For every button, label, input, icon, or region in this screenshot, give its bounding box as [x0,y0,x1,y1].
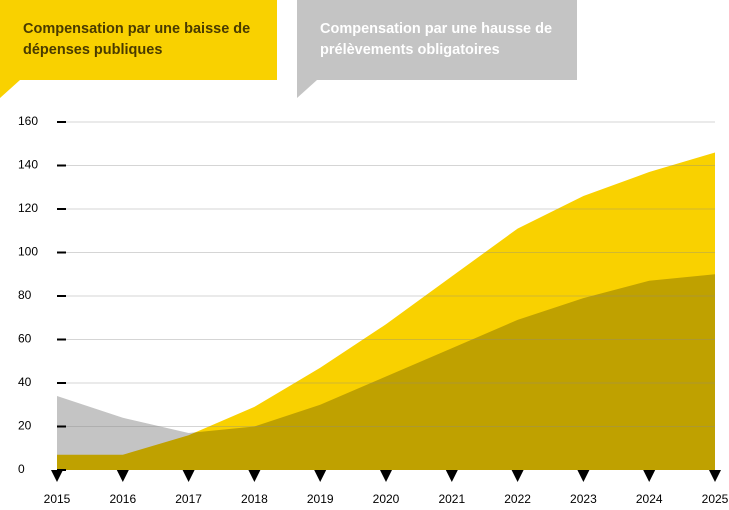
x-tick-label: 2021 [438,492,465,505]
y-tick-label: 160 [18,114,38,128]
x-tick [182,470,195,482]
legend-box [297,0,577,98]
y-tick-label: 100 [18,245,38,259]
x-tick-label: 2022 [504,492,531,505]
y-tick-label: 60 [18,332,32,346]
legend-label: Compensation par une hausse de prélèvemen… [320,21,552,58]
x-tick [380,470,392,482]
x-tick-label: 2018 [241,492,268,505]
y-tick-label: 0 [18,462,25,476]
x-tick [511,470,524,482]
x-tick [445,470,458,482]
legend-line: prélèvements obligatoires [320,42,500,58]
y-tick-label: 120 [18,201,38,215]
y-tick-label: 80 [18,288,32,302]
x-tick-label: 2019 [307,492,334,505]
x-tick-label: 2015 [44,492,71,505]
legend-box [0,0,277,98]
x-tick-label: 2024 [636,492,663,505]
y-tick-label: 140 [18,158,38,172]
x-tick [314,470,327,482]
plot [57,152,715,470]
y-tick-label: 20 [18,419,32,433]
x-tick-label: 2017 [175,492,202,505]
x-tick [643,470,656,482]
legend-label: Compensation par une baisse de dépenses p… [23,21,250,58]
x-tick-label: 2020 [373,492,400,505]
x-tick [51,470,63,482]
x-tick [709,470,721,482]
x-tick [577,470,590,482]
legend-line: dépenses publiques [23,42,162,58]
x-tick [248,470,261,482]
x-tick-label: 2025 [702,492,729,505]
x-tick-label: 2016 [109,492,136,505]
x-tick [116,470,129,482]
legend-line: Compensation par une baisse de [23,21,250,37]
y-tick-label: 40 [18,375,32,389]
area [57,274,715,470]
x-tick-label: 2023 [570,492,597,505]
legend-line: Compensation par une hausse de [320,21,552,37]
